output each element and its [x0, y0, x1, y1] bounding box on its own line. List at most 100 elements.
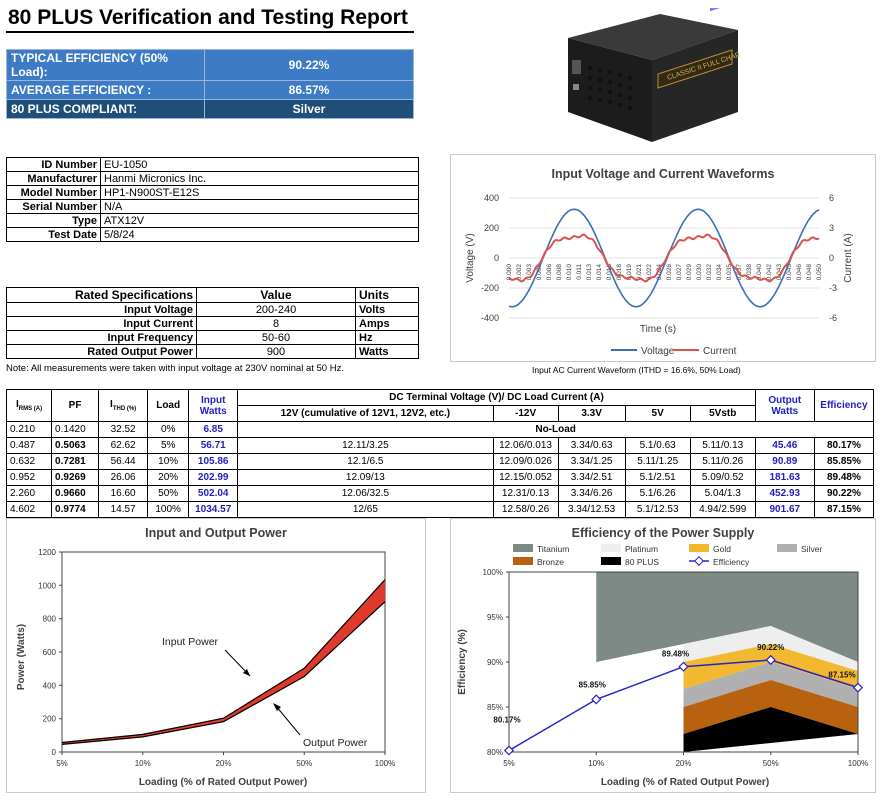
legend-efficiency-marker [694, 556, 704, 566]
identity-row: Test Date 5/8/24 [6, 227, 419, 242]
identity-row: Type ATX12V [6, 213, 419, 228]
wave-x-tick: 0.003 [526, 264, 533, 281]
spec-unit: Volts [355, 302, 419, 317]
cell-v33: 3.34/12.53 [557, 501, 626, 518]
identity-row: Model Number HP1-N900ST-E12S [6, 185, 419, 200]
cell-v5: 5.11/1.25 [624, 453, 691, 470]
efficiency-x-tick: 20% [675, 759, 691, 768]
efficiency-point [678, 661, 689, 672]
cell-eff: 80.17% [813, 437, 875, 454]
cell-out: 45.46 [754, 437, 815, 454]
col-output-watts: Output Watts [754, 389, 815, 422]
cell-pf: 0.5063 [51, 437, 100, 454]
identity-label: Serial Number [6, 199, 101, 214]
spec-unit: Amps [355, 316, 419, 331]
table-row: 0.952 0.9269 26.06 20% 202.99 12.09/13 12.15/0… [5, 469, 875, 486]
cell-v5: 5.1/2.51 [624, 469, 691, 486]
power-y-tick: 600 [43, 648, 57, 657]
legend-label: Titanium [537, 544, 569, 554]
spec-value: 50-60 [196, 330, 356, 345]
legend-swatch [601, 544, 621, 552]
cell-v5: 5.1/12.53 [624, 501, 691, 518]
legend-swatch [513, 557, 533, 565]
spec-unit: Hz [355, 330, 419, 345]
cell-v33: 3.34/0.63 [557, 437, 626, 454]
wave-x-tick: 0.050 [816, 264, 823, 281]
spec-label: Input Current [6, 316, 197, 331]
wave-left-tick: 0 [494, 253, 499, 263]
cell-vm12: 12.58/0.26 [492, 501, 559, 518]
cell-input-watts: 6.85 [188, 421, 239, 438]
wave-x-tick: 0.048 [806, 264, 813, 281]
spec-row: Input Frequency 50-60 Hz [6, 330, 419, 345]
cell-load: 10% [147, 453, 190, 470]
input-power-line [61, 579, 386, 744]
efficiency-point [503, 745, 515, 756]
efficiency-ylabel: Efficiency (%) [457, 629, 468, 695]
wave-x-tick: 0.045 [786, 264, 793, 281]
wave-x-tick: 0.011 [576, 264, 583, 280]
wave-right-tick: -3 [829, 283, 837, 293]
cell-v12: 12.06/32.5 [237, 485, 494, 502]
waveform-ylabel-left: Voltage (V) [465, 233, 476, 282]
identity-value: HP1-N900ST-E12S [100, 185, 419, 200]
cell-v33: 3.34/1.25 [557, 453, 626, 470]
wave-left-tick: 200 [484, 223, 499, 233]
efficiency-point-label: 85.85% [579, 680, 606, 689]
cell-eff: 87.15% [813, 501, 875, 518]
spec-header: Rated Specifications [6, 287, 197, 303]
efficiency-x-tick: 50% [763, 759, 779, 768]
col-dc-group: DC Terminal Voltage (V)/ DC Load Current… [237, 389, 756, 406]
cell-pf: 0.9774 [51, 501, 100, 518]
cell-v5sb: 5.04/1.3 [689, 485, 756, 502]
wave-x-tick: 0.002 [516, 264, 523, 281]
waveform-chart: Input Voltage and Current Waveforms Volt… [450, 154, 876, 362]
cell-vm12: 12.06/0.013 [492, 437, 559, 454]
wave-right-tick: 3 [829, 223, 834, 233]
efficiency-y-tick: 90% [487, 658, 503, 667]
wave-x-tick: 0.010 [566, 264, 573, 281]
voltage-line [508, 208, 820, 308]
identity-value: Hanmi Micronics Inc. [100, 171, 419, 186]
gold-band [683, 644, 858, 689]
spec-row: Input Current 8 Amps [6, 316, 419, 331]
power-y-tick: 400 [43, 681, 57, 690]
power-x-tick: 10% [135, 759, 151, 768]
wave-x-tick: 0.034 [716, 264, 723, 281]
identity-label: Manufacturer [6, 171, 101, 186]
cell-in: 105.86 [188, 453, 239, 470]
legend-voltage-label: Voltage [641, 346, 675, 357]
efficiency-x-tick: 10% [588, 759, 604, 768]
cell-irms: 2.260 [5, 485, 53, 502]
waveform-ylabel-right: Current (A) [843, 233, 854, 282]
wave-x-tick: 0.040 [756, 264, 763, 281]
spec-value: 900 [196, 344, 356, 359]
power-x-tick: 100% [375, 759, 395, 768]
table-row: 0.487 0.5063 62.62 5% 56.71 12.11/3.25 12.06/0… [5, 437, 875, 454]
cell-vm12: 12.31/0.13 [492, 485, 559, 502]
cell-load: 0% [147, 421, 190, 438]
cell-v5sb: 5.11/0.26 [689, 453, 756, 470]
summary-value: 90.22% [204, 49, 414, 81]
efficiency-point [591, 694, 602, 705]
cell-load: 50% [147, 485, 190, 502]
table-row: 2.260 0.9660 16.60 50% 502.04 12.06/32.5 12.31… [5, 485, 875, 502]
cell-irms: 0.487 [5, 437, 53, 454]
efficiency-y-tick: 80% [487, 748, 503, 757]
wave-x-tick: 0.027 [676, 264, 683, 281]
identity-value: 5/8/24 [100, 227, 419, 242]
cell-eff: 90.22% [813, 485, 875, 502]
summary-value: Silver [204, 99, 414, 119]
summary-row: 80 PLUS COMPLIANT: Silver [6, 99, 414, 119]
wave-x-tick: 0.016 [606, 264, 613, 281]
power-x-tick: 5% [56, 759, 68, 768]
output-power-arrow [275, 705, 301, 736]
cell-out: 901.67 [754, 501, 815, 518]
col-irms: IRMS (A) [5, 389, 53, 422]
identity-row: Manufacturer Hanmi Micronics Inc. [6, 171, 419, 186]
efficiency-y-tick: 100% [483, 568, 503, 577]
rated-spec-table: Rated Specifications Value Units Input V… [6, 287, 419, 359]
identity-row: Serial Number N/A [6, 199, 419, 214]
spec-value: 200-240 [196, 302, 356, 317]
wave-x-tick: 0.026 [666, 264, 673, 281]
